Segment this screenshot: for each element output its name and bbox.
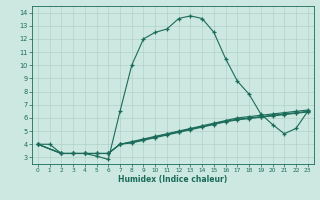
X-axis label: Humidex (Indice chaleur): Humidex (Indice chaleur)	[118, 175, 228, 184]
